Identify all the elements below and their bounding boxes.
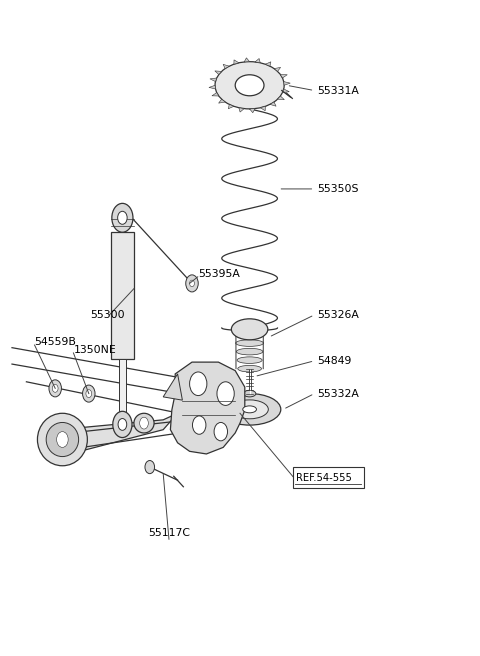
Ellipse shape xyxy=(218,394,281,425)
Text: 55395A: 55395A xyxy=(198,269,240,279)
Ellipse shape xyxy=(231,400,268,419)
Polygon shape xyxy=(234,60,239,64)
Text: 54849: 54849 xyxy=(317,356,351,366)
Polygon shape xyxy=(244,58,250,62)
Polygon shape xyxy=(218,99,225,103)
Polygon shape xyxy=(80,413,178,451)
Circle shape xyxy=(118,211,127,224)
Polygon shape xyxy=(274,68,281,72)
Circle shape xyxy=(52,384,58,392)
Circle shape xyxy=(186,275,198,292)
Ellipse shape xyxy=(243,406,256,413)
Ellipse shape xyxy=(236,340,264,346)
FancyBboxPatch shape xyxy=(293,467,364,488)
Ellipse shape xyxy=(235,75,264,96)
Circle shape xyxy=(145,461,155,474)
Circle shape xyxy=(214,422,228,441)
Polygon shape xyxy=(215,71,222,75)
Text: 55331A: 55331A xyxy=(317,85,359,96)
Text: 1350NE: 1350NE xyxy=(73,345,116,356)
Ellipse shape xyxy=(236,348,263,355)
Polygon shape xyxy=(280,75,288,78)
Polygon shape xyxy=(170,362,245,454)
Ellipse shape xyxy=(231,319,268,340)
Polygon shape xyxy=(260,106,265,111)
Circle shape xyxy=(217,382,234,405)
Text: 55326A: 55326A xyxy=(317,310,359,320)
Text: 55332A: 55332A xyxy=(317,388,359,399)
Circle shape xyxy=(190,372,207,396)
Circle shape xyxy=(190,280,194,287)
Polygon shape xyxy=(119,359,126,415)
Polygon shape xyxy=(282,89,289,92)
Circle shape xyxy=(140,417,148,429)
Circle shape xyxy=(118,419,127,430)
Circle shape xyxy=(86,390,92,398)
Polygon shape xyxy=(223,64,229,69)
Text: 54559B: 54559B xyxy=(35,337,76,348)
Circle shape xyxy=(192,416,206,434)
Polygon shape xyxy=(111,232,134,359)
Polygon shape xyxy=(270,102,276,106)
Ellipse shape xyxy=(215,62,284,109)
Polygon shape xyxy=(277,96,284,100)
Circle shape xyxy=(113,411,132,438)
Polygon shape xyxy=(284,81,290,85)
Text: 55300: 55300 xyxy=(90,310,124,320)
Ellipse shape xyxy=(46,422,79,457)
Polygon shape xyxy=(209,85,216,89)
Polygon shape xyxy=(163,374,182,400)
Ellipse shape xyxy=(237,357,262,363)
Circle shape xyxy=(57,432,68,447)
Ellipse shape xyxy=(37,413,87,466)
Text: 55350S: 55350S xyxy=(317,184,358,194)
Polygon shape xyxy=(210,78,217,81)
Ellipse shape xyxy=(235,331,264,338)
Polygon shape xyxy=(239,108,244,112)
Ellipse shape xyxy=(243,390,256,397)
Polygon shape xyxy=(212,92,219,96)
Polygon shape xyxy=(255,58,260,63)
Ellipse shape xyxy=(238,365,262,372)
Polygon shape xyxy=(250,109,255,113)
Circle shape xyxy=(83,385,95,402)
Text: REF.54-555: REF.54-555 xyxy=(296,472,352,483)
Polygon shape xyxy=(228,104,234,109)
Circle shape xyxy=(49,380,61,397)
Polygon shape xyxy=(265,62,271,66)
Ellipse shape xyxy=(134,413,154,433)
Circle shape xyxy=(112,203,133,232)
Text: 55117C: 55117C xyxy=(148,527,190,538)
